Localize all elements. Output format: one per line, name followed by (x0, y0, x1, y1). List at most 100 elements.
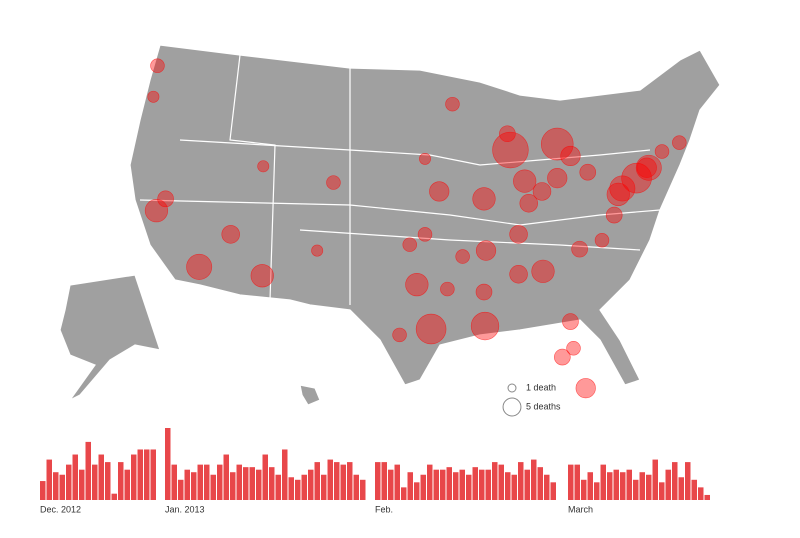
death-bubble (150, 58, 165, 73)
daily-bar (691, 479, 697, 500)
daily-bar (646, 474, 652, 500)
daily-bar (704, 494, 710, 500)
death-bubble (547, 168, 568, 189)
daily-bar (165, 428, 171, 500)
death-bubble (562, 313, 579, 330)
daily-bar (492, 462, 498, 500)
daily-bar (46, 459, 52, 500)
daily-bar (587, 472, 593, 500)
death-bubble (419, 152, 431, 165)
death-bubble (560, 145, 581, 167)
daily-bar (375, 462, 381, 500)
death-bubble (566, 341, 581, 356)
death-bubble (621, 162, 652, 194)
daily-bar (314, 462, 320, 500)
daily-bar-chart: Dec. 2012 Jan. 2013 Feb. March (40, 428, 710, 514)
state-borders (139, 199, 661, 226)
daily-bar (334, 462, 340, 500)
death-bubble (540, 127, 574, 161)
death-bubble (672, 135, 687, 150)
death-bubble (635, 154, 662, 181)
hawaii (299, 384, 321, 406)
month-label: March (568, 504, 593, 514)
daily-bar (574, 464, 580, 500)
death-bubble (472, 187, 496, 211)
legend-circle (507, 383, 517, 393)
daily-bar (633, 479, 639, 500)
daily-bar (347, 462, 353, 500)
daily-bar (105, 462, 111, 500)
death-bubble (429, 181, 450, 202)
bubble-layer (144, 58, 687, 399)
daily-bar (698, 487, 704, 500)
daily-bar (568, 464, 574, 500)
month-label: Feb. (375, 504, 393, 514)
death-bubble (147, 90, 160, 103)
daily-bar (124, 469, 130, 500)
death-bubble (157, 190, 174, 208)
death-bubble (532, 182, 552, 201)
daily-bar (269, 467, 275, 500)
daily-bar (537, 467, 543, 500)
daily-bar (40, 481, 46, 500)
daily-bar (433, 469, 439, 500)
death-bubble (186, 253, 213, 280)
daily-bar (262, 454, 268, 500)
death-bubble (519, 194, 539, 213)
daily-bar (210, 474, 216, 500)
death-bubble (554, 348, 571, 366)
daily-bar (672, 462, 678, 500)
death-bubble (492, 131, 529, 169)
daily-bar (53, 472, 59, 500)
death-bubble (579, 163, 597, 181)
daily-bar (92, 464, 98, 500)
daily-bar (639, 472, 645, 500)
death-bubble (221, 225, 240, 244)
death-bubble (571, 240, 588, 258)
death-bubble (257, 160, 270, 173)
daily-bar (249, 467, 255, 500)
daily-bar (236, 464, 242, 500)
daily-bar (197, 464, 203, 500)
daily-bar (459, 469, 465, 500)
daily-bar (626, 469, 632, 500)
death-bubble (605, 206, 623, 224)
daily-bar (79, 469, 85, 500)
death-bubble (440, 281, 455, 297)
legend-label: 1 death (526, 382, 556, 392)
daily-bar (191, 472, 197, 500)
legend-label: 5 deaths (526, 401, 561, 411)
daily-bar (479, 469, 485, 500)
daily-bar (144, 449, 150, 500)
daily-bar (401, 487, 407, 500)
daily-bar (308, 469, 314, 500)
daily-bar (511, 474, 517, 500)
daily-bar (550, 482, 556, 500)
death-bubble (606, 182, 630, 207)
daily-bar (178, 479, 184, 500)
death-bubble (654, 144, 670, 159)
death-bubble (594, 233, 610, 248)
daily-bar (594, 482, 600, 500)
daily-bar (420, 474, 426, 500)
death-bubble (636, 157, 657, 178)
legend: 1 death 5 deaths (502, 382, 561, 417)
daily-bar (230, 472, 236, 500)
daily-bar (466, 474, 472, 500)
daily-bar (223, 454, 229, 500)
daily-bar (204, 464, 210, 500)
state-borders (229, 54, 276, 301)
daily-bar (353, 474, 359, 500)
daily-bar (59, 474, 65, 500)
daily-bar (581, 479, 587, 500)
legend-circle (502, 397, 522, 417)
daily-bar (301, 474, 307, 500)
daily-bar (111, 493, 117, 500)
death-bubble (513, 169, 537, 193)
daily-bar (427, 464, 433, 500)
death-bubble (499, 125, 516, 143)
daily-bar (531, 459, 537, 500)
daily-bar (360, 479, 366, 500)
daily-bar (485, 469, 491, 500)
